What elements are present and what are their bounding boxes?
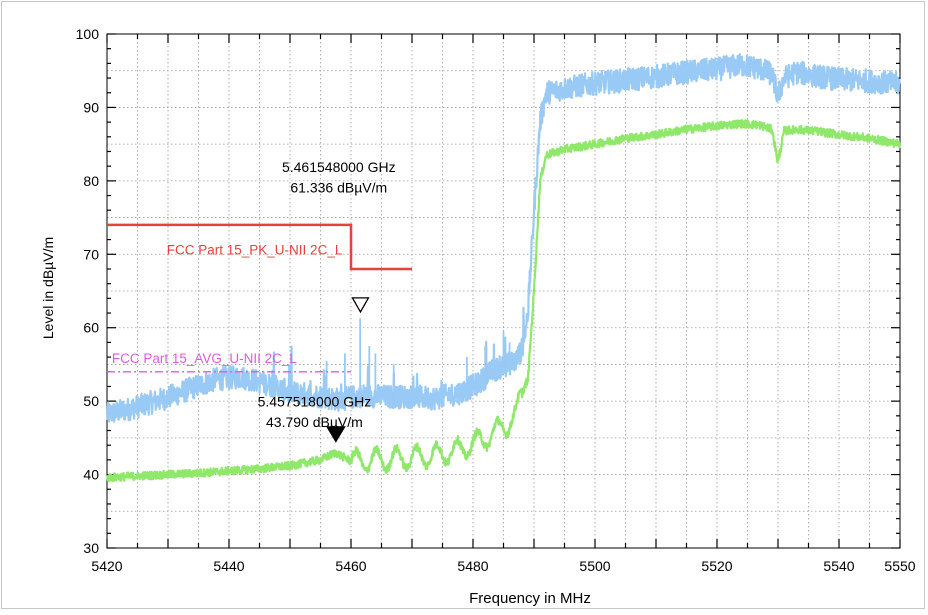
x-tick-label: 5520 <box>701 558 732 574</box>
y-tick-label: 30 <box>83 540 99 556</box>
limit_avg-label: FCC Part 15_AVG_U-NII 2C_L <box>112 351 298 366</box>
x-tick-label: 5550 <box>884 558 915 574</box>
y-tick-label: 50 <box>83 393 99 409</box>
x-tick-label: 5420 <box>91 558 122 574</box>
x-tick-label: 5500 <box>579 558 610 574</box>
marker-frequency-label: 5.461548000 GHz <box>282 159 396 175</box>
x-tick-label: 5480 <box>457 558 488 574</box>
y-axis-label: Level in dBµV/m <box>40 237 56 339</box>
y-tick-label: 40 <box>83 467 99 483</box>
y-tick-label: 60 <box>83 320 99 336</box>
marker-open-triangle <box>351 297 370 314</box>
y-tick-label: 80 <box>83 173 99 189</box>
average-trace <box>105 118 901 482</box>
marker-level-label: 43.790 dBµV/m <box>266 414 363 430</box>
x-tick-label: 5540 <box>823 558 854 574</box>
limit_pk-label: FCC Part 15_PK_U-NII 2C_L <box>167 242 343 257</box>
x-axis-label: Frequency in MHz <box>469 590 591 607</box>
marker-level-label: 61.336 dBµV/m <box>290 180 387 196</box>
y-tick-label: 100 <box>76 26 100 42</box>
limit_pk-line <box>107 223 412 271</box>
marker-filled-triangle <box>325 426 346 443</box>
y-tick-label: 70 <box>83 246 99 262</box>
x-tick-label: 5460 <box>335 558 366 574</box>
x-tick-label: 5440 <box>213 558 244 574</box>
y-tick-label: 90 <box>83 99 99 115</box>
marker-frequency-label: 5.457518000 GHz <box>258 393 372 409</box>
